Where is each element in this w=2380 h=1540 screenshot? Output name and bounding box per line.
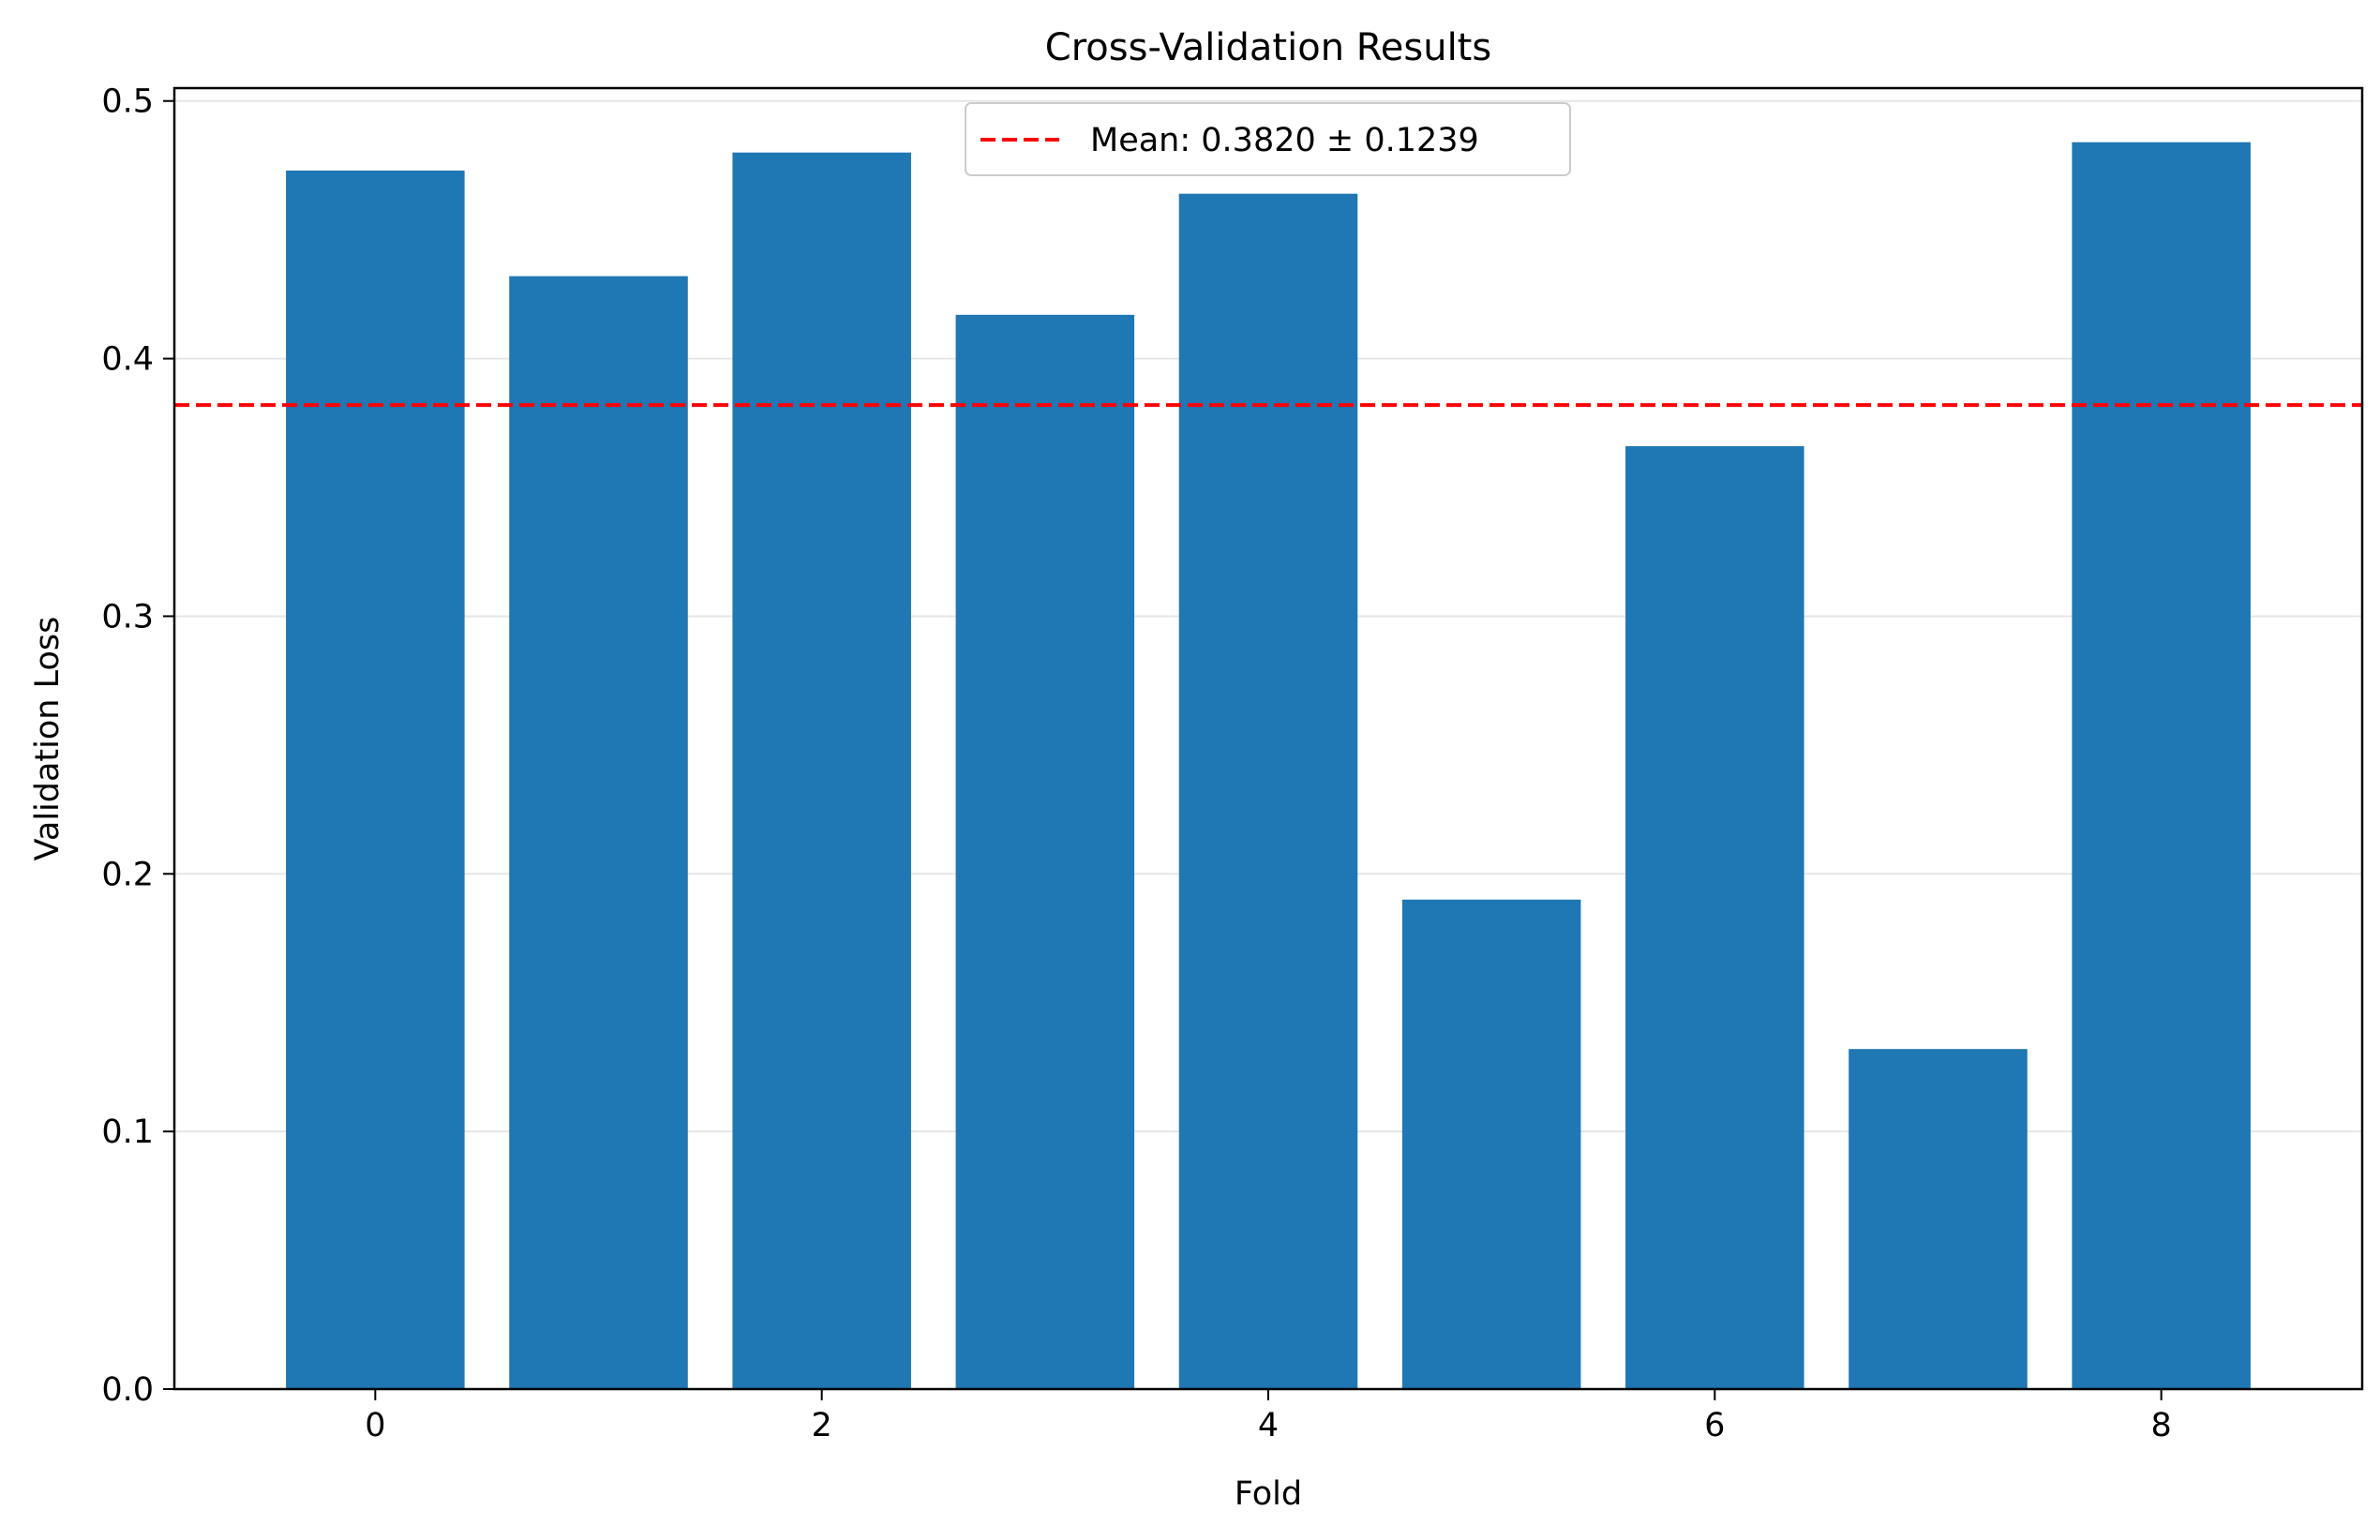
legend-mean-label: Mean: 0.3820 ± 0.1239 <box>1090 122 1479 159</box>
x-tick-label: 0 <box>365 1407 385 1444</box>
y-tick-label: 0.2 <box>101 856 154 893</box>
bar-fold-0 <box>286 170 465 1389</box>
bar-fold-7 <box>1849 1049 2028 1389</box>
bar-fold-1 <box>509 276 688 1389</box>
y-tick-label: 0.3 <box>101 598 154 635</box>
x-tick-label: 8 <box>2151 1407 2172 1444</box>
legend: Mean: 0.3820 ± 0.1239 <box>965 102 1571 176</box>
bar-fold-4 <box>1178 193 1358 1390</box>
x-tick-label: 2 <box>812 1407 832 1444</box>
x-tick-label: 6 <box>1704 1407 1725 1444</box>
bar-fold-2 <box>732 152 911 1389</box>
bar-fold-6 <box>1625 446 1804 1389</box>
bar-fold-5 <box>1401 899 1581 1389</box>
y-tick-label: 0.1 <box>101 1114 154 1151</box>
chart-title: Cross-Validation Results <box>1045 26 1491 69</box>
bar-fold-8 <box>2072 142 2251 1390</box>
x-tick-label: 4 <box>1258 1407 1279 1444</box>
y-tick-label: 0.4 <box>101 341 154 379</box>
y-tick-label: 0.5 <box>101 83 154 121</box>
bar-fold-3 <box>955 314 1135 1390</box>
y-axis-label: Validation Loss <box>29 617 67 861</box>
y-axis-ticks: 0.0 0.1 0.2 0.3 0.4 0.5 <box>101 83 174 1409</box>
x-axis-ticks: 0 2 4 6 8 <box>365 1389 2172 1444</box>
x-axis-label: Fold <box>1235 1475 1302 1513</box>
bars <box>286 142 2251 1390</box>
y-tick-label: 0.0 <box>101 1371 154 1409</box>
legend-box <box>965 102 1571 176</box>
